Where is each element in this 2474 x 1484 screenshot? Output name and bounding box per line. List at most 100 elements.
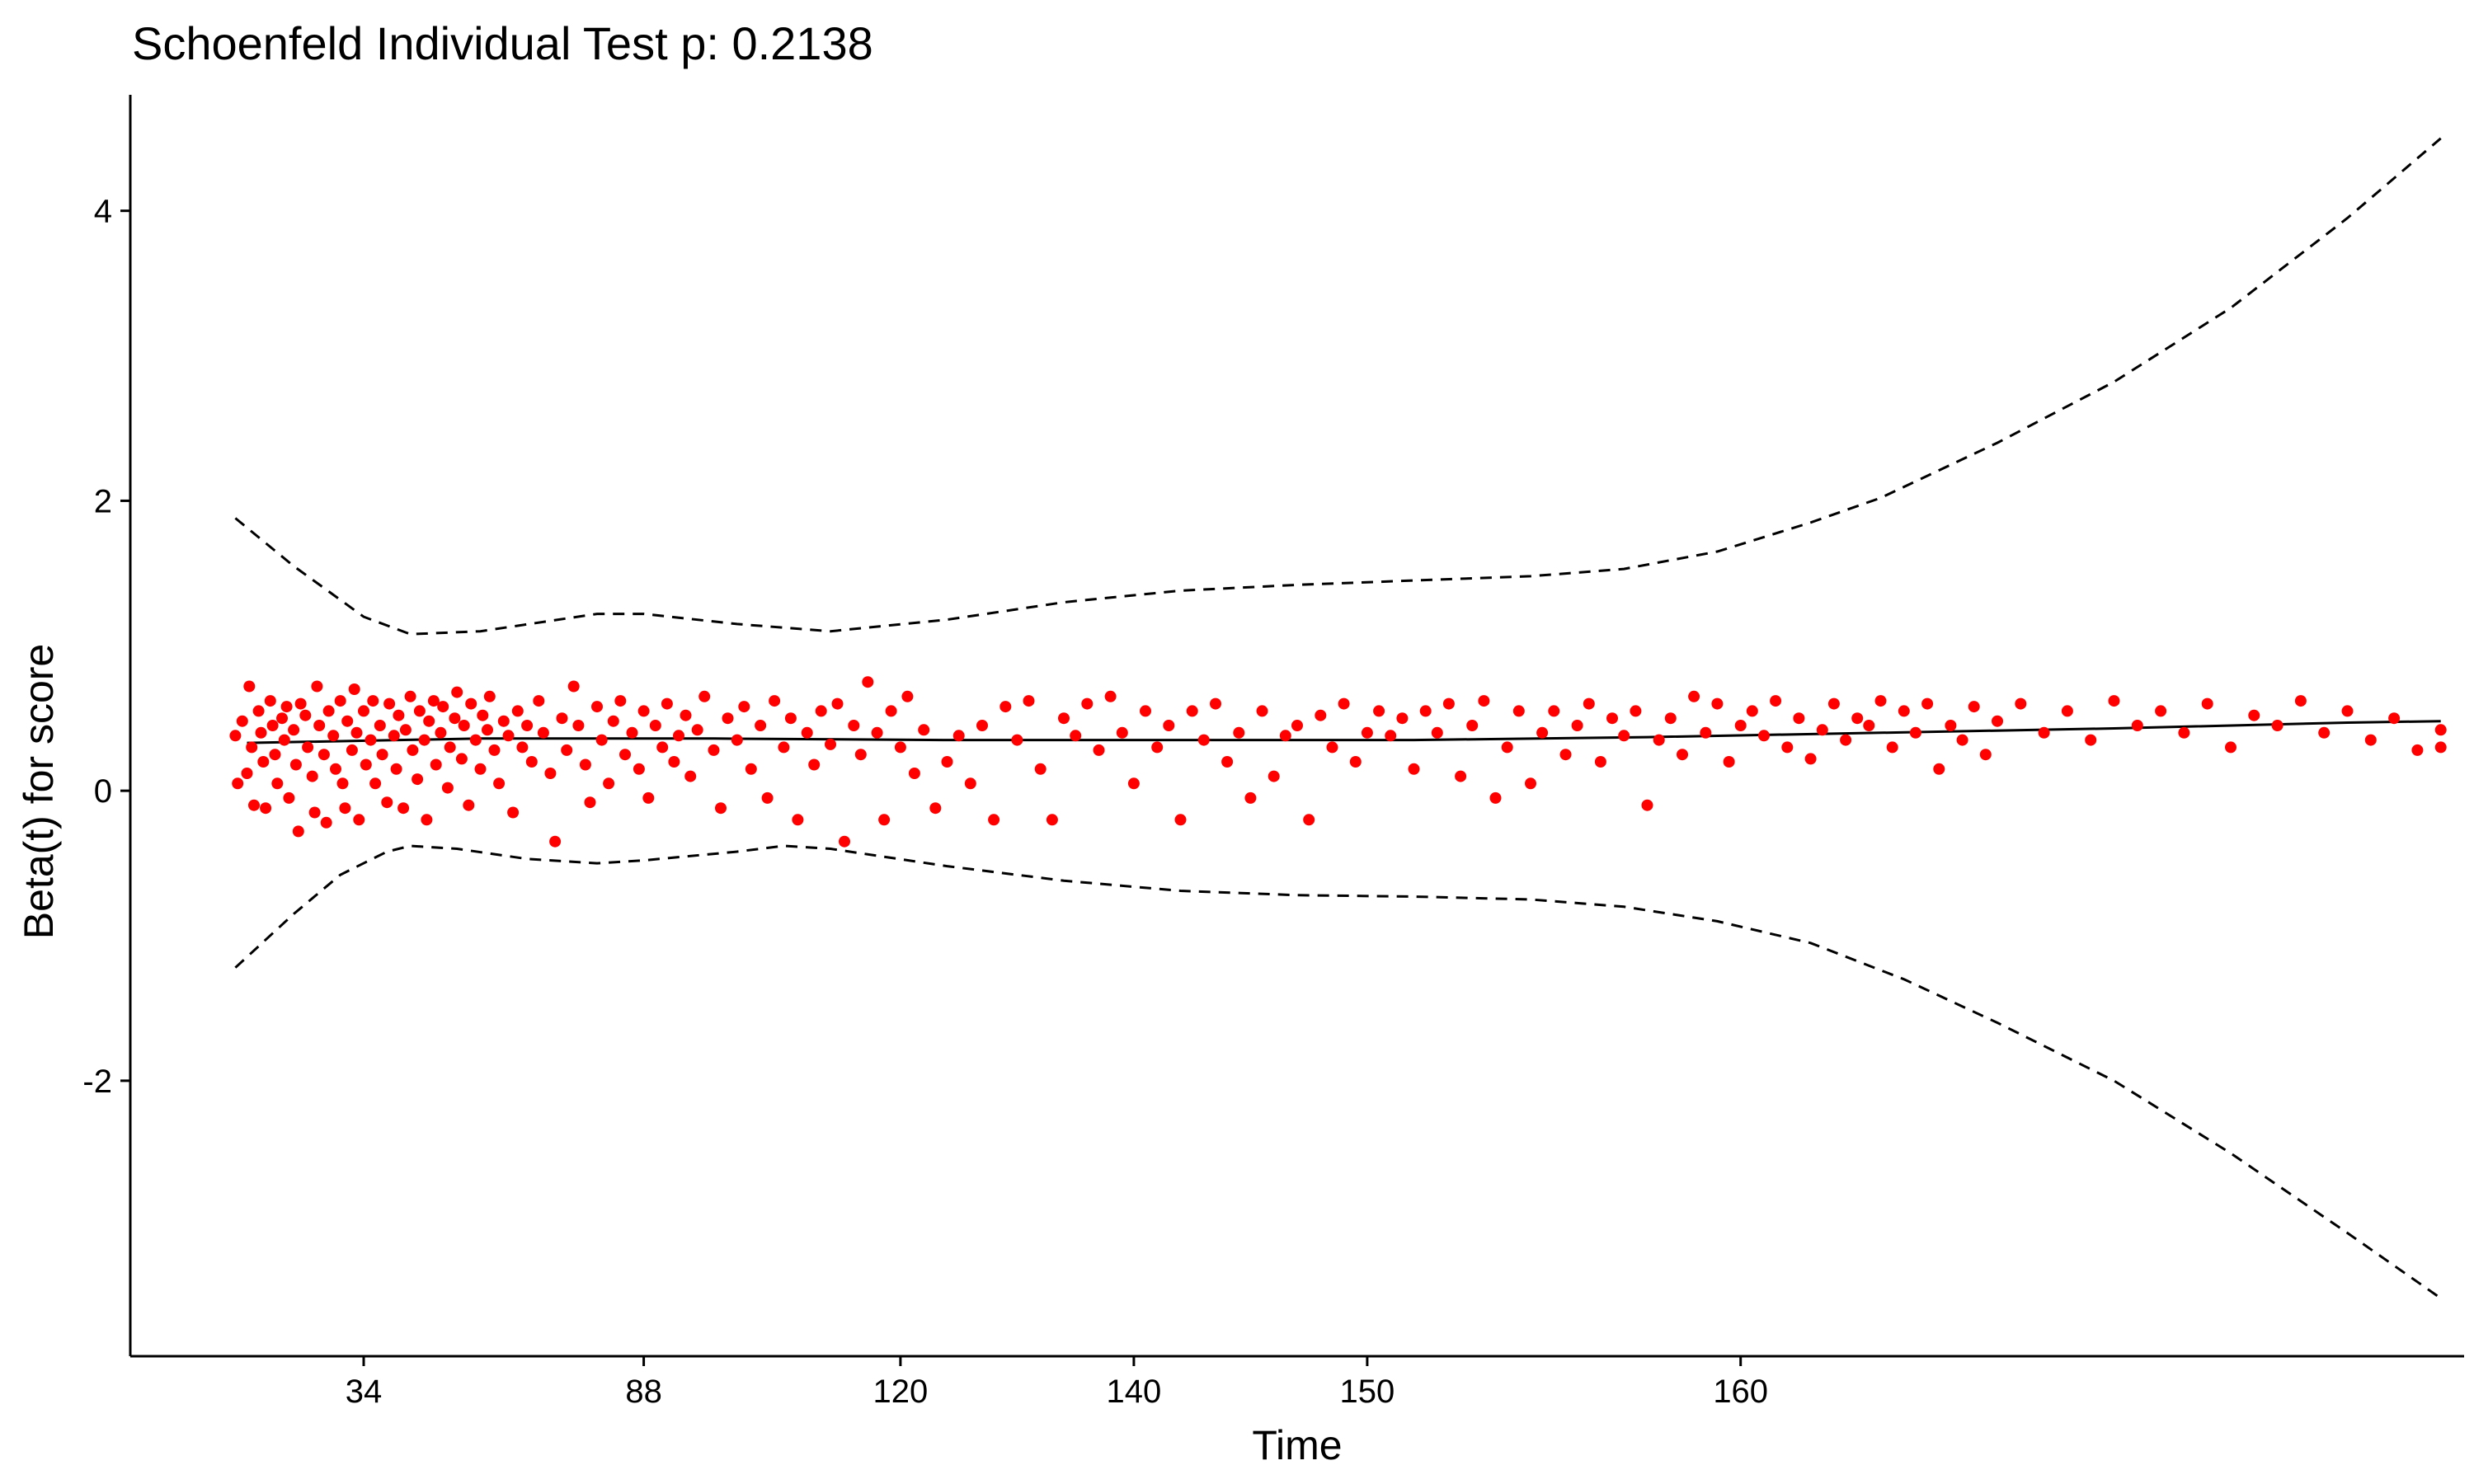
residual-point — [549, 835, 562, 848]
residual-point — [497, 715, 510, 727]
residual-point — [474, 763, 487, 775]
residual-point — [1151, 741, 1164, 754]
residual-point — [1163, 720, 1175, 731]
residual-point — [778, 741, 790, 754]
residual-point — [792, 814, 804, 826]
residual-point — [2201, 697, 2213, 710]
residual-point — [1711, 697, 1724, 710]
residual-point — [1197, 734, 1210, 746]
residual-point — [584, 796, 596, 809]
residual-point — [381, 796, 393, 809]
residual-point — [1898, 705, 1910, 717]
residual-point — [642, 791, 655, 804]
residual-point — [976, 720, 988, 731]
residual-point — [255, 726, 267, 739]
residual-point — [1221, 756, 1234, 768]
x-tick-label: 140 — [1107, 1374, 1162, 1410]
residual-point — [1046, 814, 1058, 826]
residual-point — [449, 712, 461, 725]
residual-point — [299, 709, 312, 721]
residual-point — [353, 814, 365, 826]
residual-point — [2434, 724, 2447, 736]
residual-point — [1244, 791, 1257, 804]
residual-point — [269, 749, 281, 761]
residual-point — [561, 744, 573, 756]
residual-point — [271, 777, 284, 790]
residual-point — [1419, 705, 1432, 717]
residual-point — [257, 756, 270, 768]
residual-point — [607, 715, 619, 727]
residual-point — [521, 720, 534, 731]
residual-point — [465, 697, 477, 710]
residual-point — [317, 749, 330, 761]
residual-point — [2038, 726, 2050, 739]
residual-point — [1548, 705, 1560, 717]
residual-point — [451, 686, 463, 698]
residual-point — [878, 814, 891, 826]
y-tick-label: 0 — [94, 773, 112, 810]
residual-point — [1210, 697, 1221, 710]
residual-point — [885, 705, 897, 717]
residual-point — [1630, 705, 1642, 717]
residual-point — [1408, 763, 1420, 775]
residual-point — [2388, 712, 2401, 725]
residual-point — [435, 726, 447, 739]
residual-point — [1886, 741, 1898, 754]
residual-point — [2248, 709, 2260, 721]
chart-title: Schoenfeld Individual Test p: 0.2138 — [132, 17, 873, 69]
residual-point — [1489, 791, 1502, 804]
residual-point — [248, 799, 260, 811]
residual-point — [839, 835, 850, 848]
residual-point — [556, 712, 568, 725]
residual-point — [1734, 720, 1747, 731]
residual-point — [1326, 741, 1338, 754]
residual-point — [999, 701, 1012, 713]
residual-point — [374, 720, 386, 731]
residual-point — [346, 744, 358, 756]
ci-upper-line — [234, 137, 2442, 636]
residual-point — [430, 758, 442, 771]
residual-point — [507, 806, 520, 819]
x-tick-label: 88 — [625, 1374, 662, 1410]
residual-point — [2294, 695, 2307, 707]
residual-point — [229, 730, 242, 742]
residual-point — [421, 814, 433, 826]
residual-point — [482, 724, 493, 736]
residual-point — [308, 806, 321, 819]
residual-point — [1641, 799, 1653, 811]
residual-point — [1186, 705, 1198, 717]
residual-point — [1291, 720, 1303, 731]
residual-point — [755, 720, 767, 731]
residual-point — [1442, 697, 1455, 710]
residual-point — [1338, 697, 1350, 710]
residual-point — [1303, 814, 1315, 826]
residual-point — [369, 777, 382, 790]
y-axis-title: Beta(t) for score — [16, 644, 62, 939]
residual-point — [1431, 726, 1443, 739]
residual-point — [2155, 705, 2167, 717]
residual-point — [383, 697, 396, 710]
residual-point — [441, 782, 454, 794]
residual-point — [1140, 705, 1151, 717]
residual-point — [1093, 744, 1105, 756]
residual-point — [341, 715, 354, 727]
residual-point — [952, 730, 965, 742]
residual-point — [1968, 701, 1980, 713]
x-axis-title: Time — [1252, 1422, 1342, 1468]
residual-point — [533, 695, 545, 707]
residual-point — [322, 705, 335, 717]
residual-point — [1677, 749, 1688, 761]
residual-point — [246, 741, 258, 754]
residual-point — [918, 724, 930, 736]
residual-point — [2364, 734, 2377, 746]
residual-point — [715, 802, 727, 815]
ci-lower-line — [234, 844, 2442, 1299]
residual-point — [1992, 715, 2003, 727]
residual-point — [941, 756, 953, 768]
residual-point — [334, 695, 346, 707]
residual-point — [1034, 763, 1047, 775]
residual-point — [1396, 712, 1409, 725]
residual-point — [241, 768, 253, 779]
residual-point — [232, 777, 244, 790]
residual-point — [393, 709, 405, 721]
